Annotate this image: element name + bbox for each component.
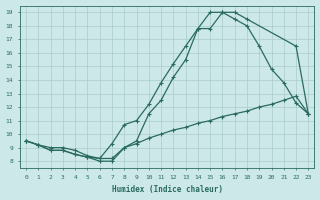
- X-axis label: Humidex (Indice chaleur): Humidex (Indice chaleur): [112, 185, 223, 194]
